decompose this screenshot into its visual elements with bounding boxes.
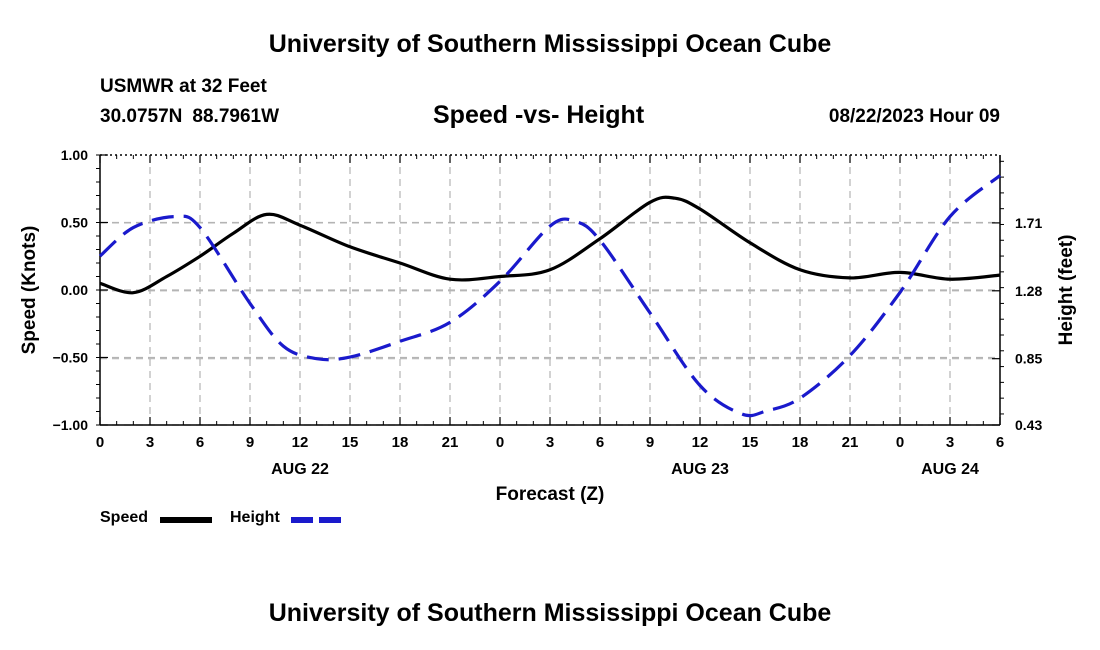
footer-title: University of Southern Mississippi Ocean…: [268, 599, 832, 627]
y-tick-label-right: 0.43: [1015, 417, 1042, 433]
x-tick-label: 3: [146, 434, 154, 451]
x-tick-label: 0: [896, 434, 904, 451]
x-tick-label: 3: [946, 434, 954, 451]
y-tick-label-left: −0.50: [53, 350, 89, 366]
x-tick-label: 6: [996, 434, 1004, 451]
legend-height-label: Height: [230, 509, 280, 526]
chart-subtitle: Speed -vs- Height: [433, 101, 645, 129]
x-tick-label: 21: [442, 434, 459, 451]
series-line-height: [98, 174, 1002, 418]
x-tick-label: 21: [842, 434, 859, 451]
station-label: USMWR at 32 Feet: [100, 76, 267, 97]
date-label: AUG 23: [671, 461, 729, 478]
series-line-speed: [99, 195, 1001, 295]
x-tick-label: 12: [692, 434, 709, 451]
y-axis-title-left: Speed (Knots): [19, 226, 40, 355]
latitude: 30.0757N: [100, 106, 183, 127]
x-tick-label: 6: [596, 434, 604, 451]
x-tick-label: 0: [96, 434, 104, 451]
y-tick-label-left: 0.00: [61, 282, 88, 298]
y-tick-label-right: 1.28: [1015, 283, 1042, 299]
page-title: University of Southern Mississippi Ocean…: [268, 30, 832, 58]
date-label: AUG 24: [921, 461, 979, 478]
x-tick-label: 6: [196, 434, 204, 451]
forecast-datetime: 08/22/2023 Hour 09: [828, 106, 1000, 127]
x-axis-title: Forecast (Z): [496, 484, 605, 505]
axis-labels: 0 3 6 9 12 15 18 21 0 3 6 9 12 15 18 21 0 3 6 AUG 22 AUG 23 A…: [19, 147, 1077, 505]
y-tick-label-left: 1.00: [61, 147, 88, 163]
legend-speed-label: Speed: [100, 509, 149, 526]
chart-series: [98, 174, 1002, 418]
x-tick-label: 18: [392, 434, 409, 451]
y-tick-label-right: 1.71: [1015, 215, 1042, 231]
y-axis-title-right: Height (feet): [1056, 235, 1077, 346]
y-tick-label-right: 0.85: [1015, 351, 1042, 367]
station-coordinates: 30.0757N 88.7961W: [100, 106, 279, 128]
chart-grid: [100, 155, 1000, 426]
x-tick-label: 9: [646, 434, 654, 451]
longitude: 88.7961W: [192, 106, 280, 127]
x-tick-label: 3: [546, 434, 554, 451]
x-tick-label: 9: [246, 434, 254, 451]
y-tick-label-left: −1.00: [53, 417, 89, 433]
axis-ticks: [96, 154, 1004, 426]
x-tick-label: 15: [342, 434, 359, 451]
x-tick-label: 15: [742, 434, 759, 451]
y-tick-label-left: 0.50: [61, 215, 88, 231]
date-label: AUG 22: [271, 461, 329, 478]
x-tick-label: 12: [292, 434, 309, 451]
x-tick-label: 0: [496, 434, 504, 451]
x-tick-label: 18: [792, 434, 809, 451]
